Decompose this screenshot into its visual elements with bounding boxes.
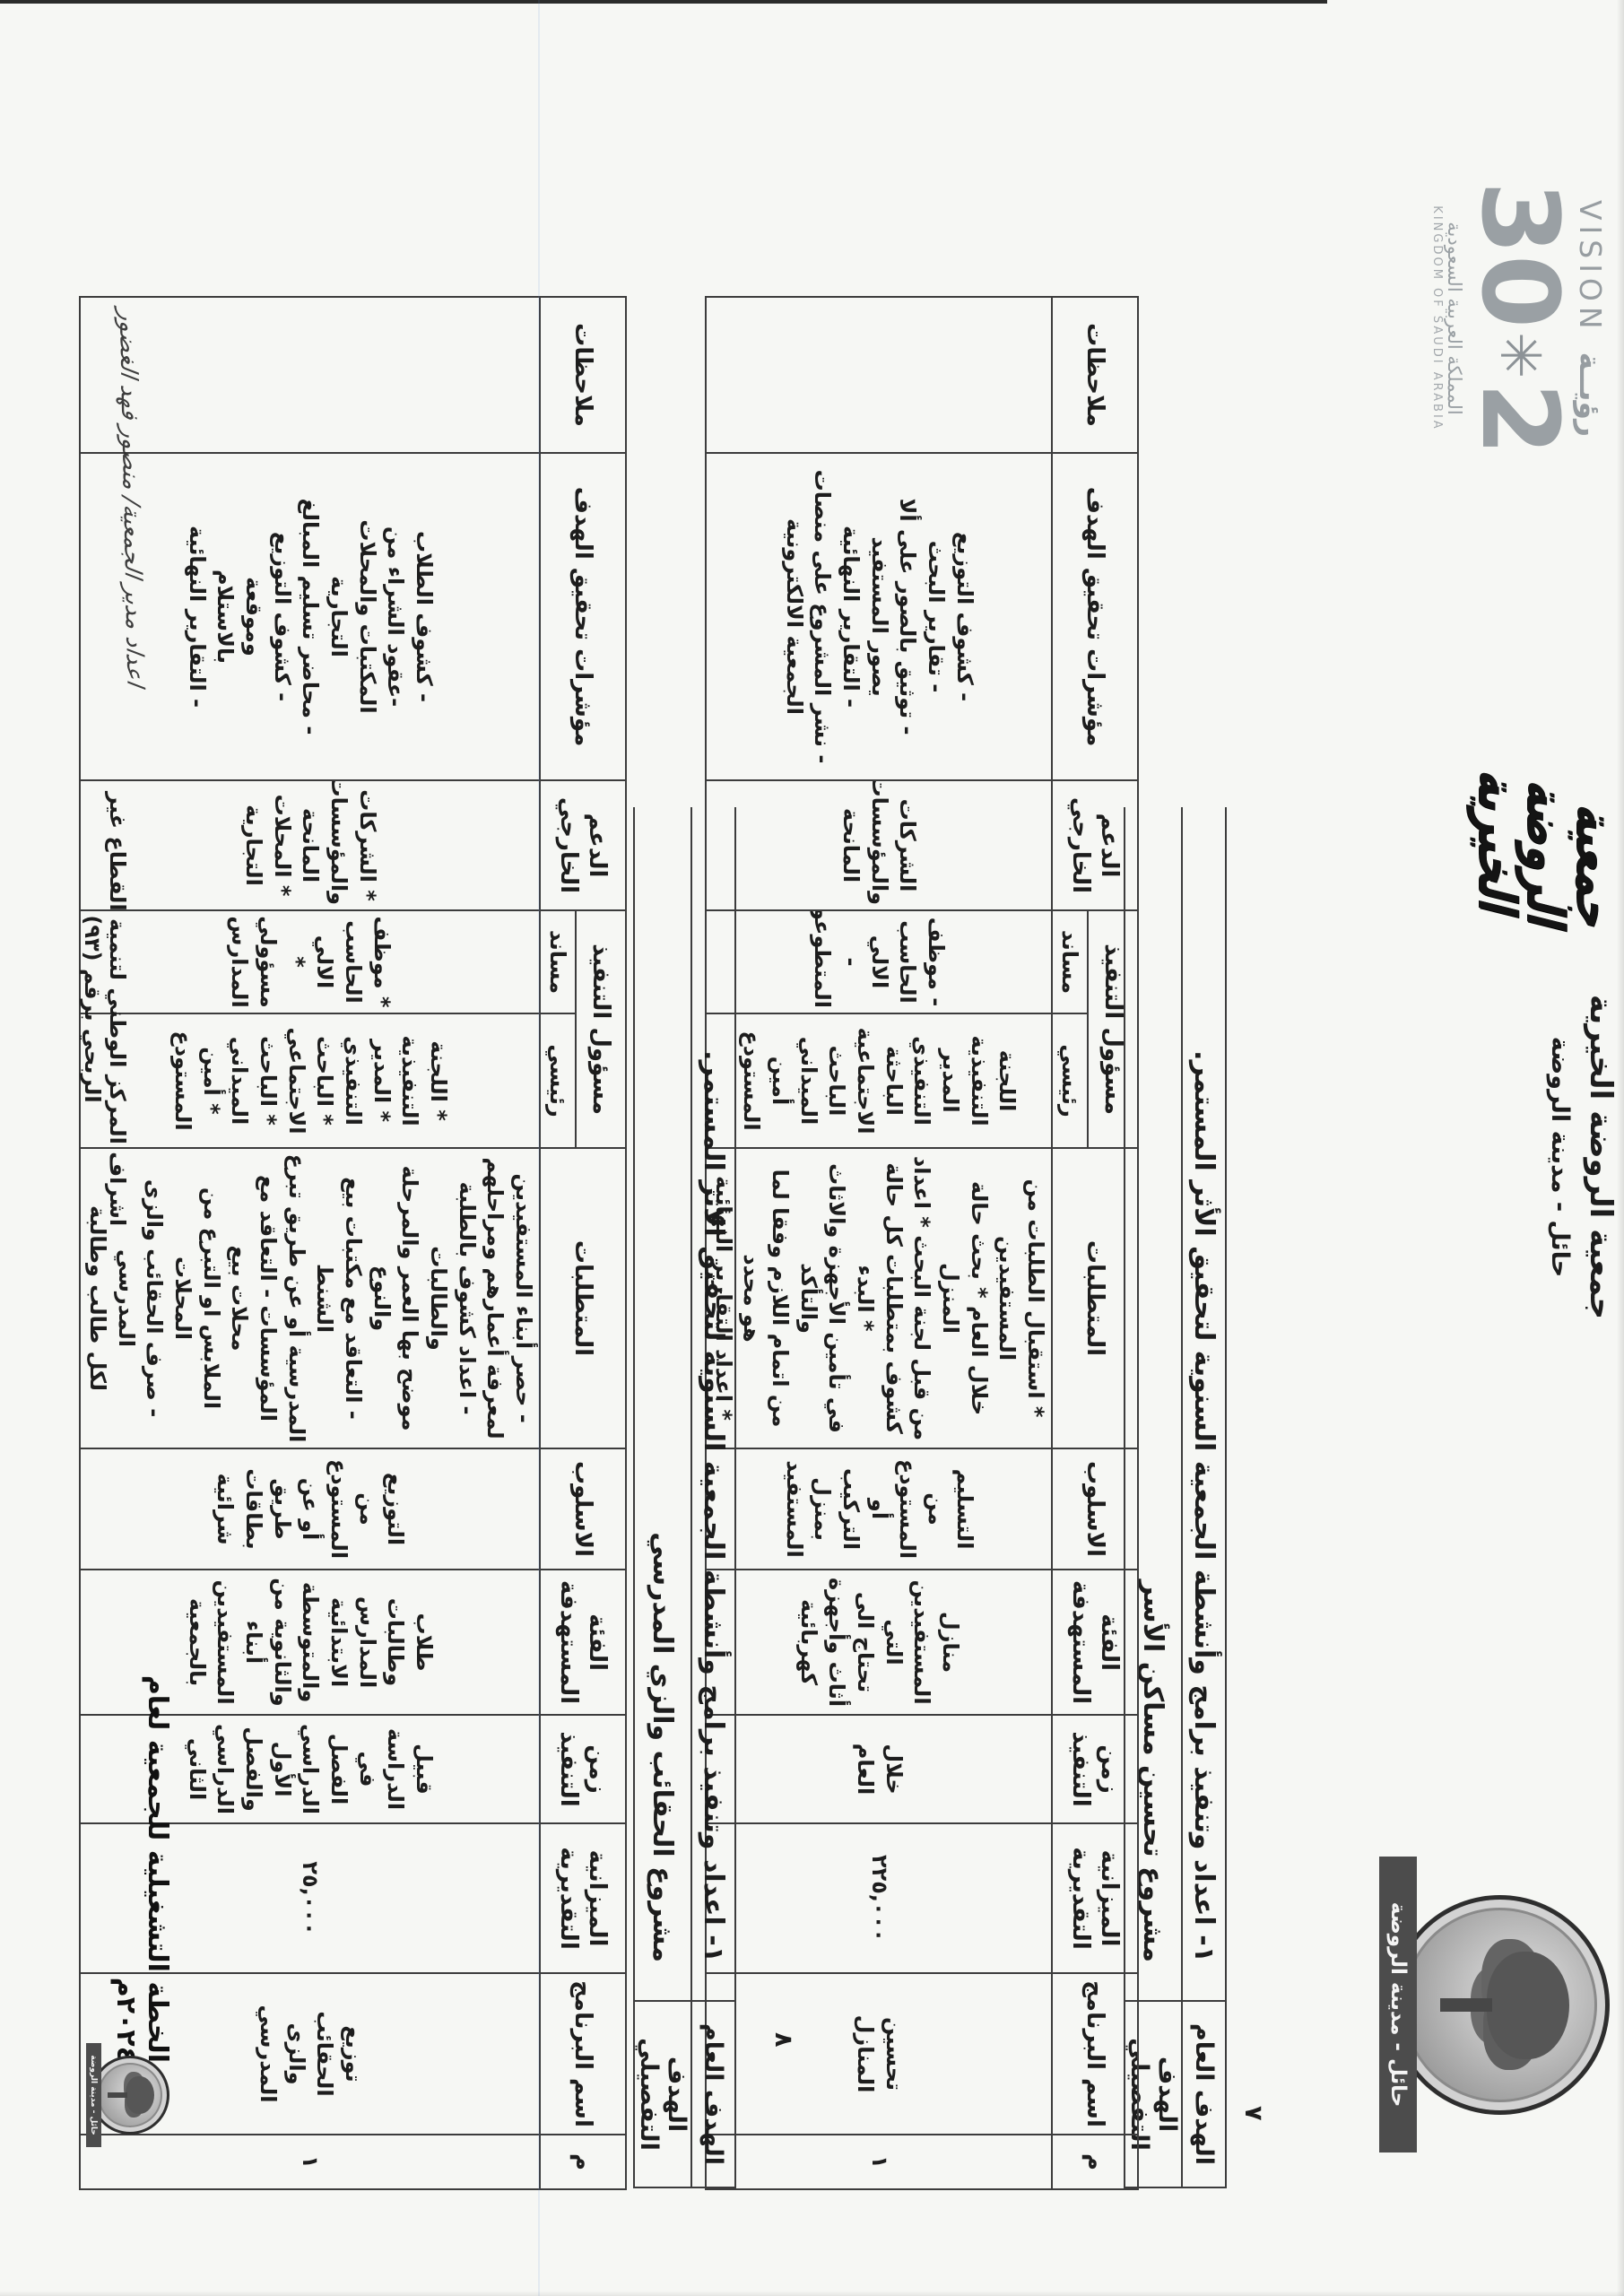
- association-emblem: حائل - مدينة الروضة: [1379, 1857, 1610, 2152]
- footer-supervision-note: اشراف المركز الوطني لتنمية القطاع غير ال…: [80, 791, 130, 1227]
- cell-requirements: - حصر أبناء المستفيدين لمعرفة أعمارهم وم…: [80, 1148, 540, 1448]
- cell-external: * الشركات والمؤسسات المانحة * المحلات ال…: [80, 780, 540, 910]
- vision-year-right: 30: [1458, 180, 1582, 329]
- col-name: اسم البرنامج: [1052, 1973, 1138, 2135]
- goal-detail-label: الهدف التفصيلي: [634, 2001, 691, 2187]
- footer-plan-title: الخطة التشغيلية للجمعية لعام ٢٠٢٤م: [110, 1674, 173, 2063]
- cell-notes: [80, 297, 540, 453]
- cell-support: * موظف الحاسب الالي * مسؤولي المدارس: [80, 910, 540, 1013]
- emblem-banner: حائل - مدينة الروضة: [1379, 1857, 1417, 2152]
- scan-edge-right: [1617, 0, 1624, 2296]
- vision-2030-logo: رؤيــة VISION 2 ✳ 30 المملكة العربية الس…: [1384, 126, 1608, 511]
- page-number-7: ٧: [1239, 2106, 1267, 2121]
- table-row: ١ تحسين المنازل ٢٢٥,٠٠٠ خلال العام منازل…: [705, 297, 1052, 2189]
- col-external: الدعم الخارجي: [540, 780, 626, 910]
- tree-trunk: [108, 2092, 127, 2098]
- goal-general-label: الهدف العام: [691, 2001, 735, 2187]
- col-budget: الميزانية التقديرية: [540, 1823, 626, 1973]
- cell-time: خلال العام: [705, 1715, 1052, 1823]
- scan-edge-bottom: [0, 2291, 1624, 2296]
- org-location: حائل - مدينة الروضة: [1546, 1036, 1574, 1278]
- col-num: م: [540, 2135, 626, 2189]
- col-time: زمن التنفيذ: [540, 1715, 626, 1823]
- tree-trunk: [1440, 1997, 1492, 2012]
- calligraphy-logo: جمعية الروضة الخيرية: [1467, 765, 1624, 938]
- cell-notes: [705, 297, 1052, 453]
- cell-name: تحسين المنازل: [705, 1973, 1052, 2135]
- col-indicators: مؤشرات تحقيق الهدف: [540, 453, 626, 780]
- col-requirements: المتطلبات: [1052, 1148, 1138, 1448]
- emblem-circle: [1390, 1894, 1610, 2115]
- cell-lead: اللجنة التنفيذية المدير التنفيذي الباحثة…: [705, 1013, 1052, 1148]
- page-number-8: ٨: [769, 2032, 797, 2048]
- col-executor-lead: رئيسي: [540, 1013, 576, 1148]
- col-external: الدعم الخارجي: [1052, 780, 1138, 910]
- col-method: الاسلوب: [540, 1448, 626, 1570]
- col-time: زمن التنفيذ: [1052, 1715, 1138, 1823]
- col-budget: الميزانية التقديرية: [1052, 1823, 1138, 1973]
- col-audience: الفئة المستهدفة: [1052, 1570, 1138, 1715]
- col-executor: مسؤول التنفيذ: [1088, 910, 1138, 1148]
- emblem-banner: حائل - مدينة الروضة: [86, 2043, 101, 2147]
- col-method: الاسلوب: [1052, 1448, 1138, 1570]
- cell-indicators: - كشوف التوزيع - تقارير البحث - توثيق با…: [705, 453, 1052, 780]
- col-name: اسم البرنامج: [540, 1973, 626, 2135]
- col-executor-support: مساند: [1052, 910, 1088, 1013]
- tree-icon: [126, 2076, 154, 2114]
- goal-block-8: الهدف العام ١- اعداد وتنفيذ برامج وأنشطة…: [633, 807, 736, 2188]
- tree-icon: [1487, 1951, 1569, 2059]
- col-requirements: المتطلبات: [540, 1148, 626, 1448]
- vision-2030-year: 2 ✳ 30: [1458, 126, 1582, 511]
- col-notes: ملاحظات: [540, 297, 626, 453]
- col-indicators: مؤشرات تحقيق الهدف: [1052, 453, 1138, 780]
- col-executor-lead: رئيسي: [1052, 1013, 1088, 1148]
- org-name: جمعية الروضة الخيرية: [1583, 994, 1619, 1320]
- cell-requirements: * استقبال الطلبات من المستفيدين خلال الع…: [705, 1148, 1052, 1448]
- scan-edge-top: [0, 0, 1327, 4]
- col-executor: مسؤول التنفيذ: [576, 910, 626, 1148]
- scanner-streak: [538, 0, 540, 2296]
- goal-general-text: ١- اعداد وتنفيذ برامج وأنشطة الجمعية الس…: [691, 807, 735, 2001]
- cell-support: - موظف الحاسب الالي - المتطوعون: [705, 910, 1052, 1013]
- org-header: جمعية الروضة الخيرية حائل - مدينة الروضة: [1546, 964, 1619, 1350]
- cell-method: التسليم من المستودع أو التركيب بمنزل الم…: [705, 1448, 1052, 1570]
- col-num: م: [1052, 2135, 1138, 2189]
- cell-method: التوزيع من المستودع أو عن طريق بطاقات شر…: [80, 1448, 540, 1570]
- program-table-7: م اسم البرنامج الميزانية التقديرية زمن ا…: [705, 296, 1139, 2190]
- col-executor-support: مساند: [540, 910, 576, 1013]
- goal-general-label: الهدف العام: [1182, 2001, 1226, 2187]
- cell-external: الشركات والمؤسسات المانحة: [705, 780, 1052, 910]
- vision-year-left: 2: [1458, 382, 1582, 457]
- cell-audience: منازل المستفيدين التي تحتاج الى أثاث وأج…: [705, 1570, 1052, 1715]
- emblem-circle: [91, 2056, 169, 2135]
- kingdom-name-english: KINGDOM OF SAUDI ARABIA: [1430, 205, 1444, 431]
- cell-num: ١: [705, 2135, 1052, 2189]
- palm-emblem-icon: ✳: [1488, 332, 1553, 379]
- cell-lead: * اللجنة التنفيذية * المدير التنفيذي * ا…: [80, 1013, 540, 1148]
- cell-budget: ٢٢٥,٠٠٠: [705, 1823, 1052, 1973]
- goal-block-7: الهدف العام ١- اعداد وتنفيذ برامج وأنشطة…: [1124, 807, 1227, 2188]
- col-audience: الفئة المستهدفة: [540, 1570, 626, 1715]
- association-emblem-stamp: حائل - مدينة الروضة: [86, 2043, 169, 2147]
- goal-general-text: ١- اعداد وتنفيذ برامج وأنشطة الجمعية الس…: [1182, 807, 1226, 2001]
- col-notes: ملاحظات: [1052, 297, 1138, 453]
- goal-detail-text: مشروع الحقائب والزي المدرسي: [634, 807, 691, 2001]
